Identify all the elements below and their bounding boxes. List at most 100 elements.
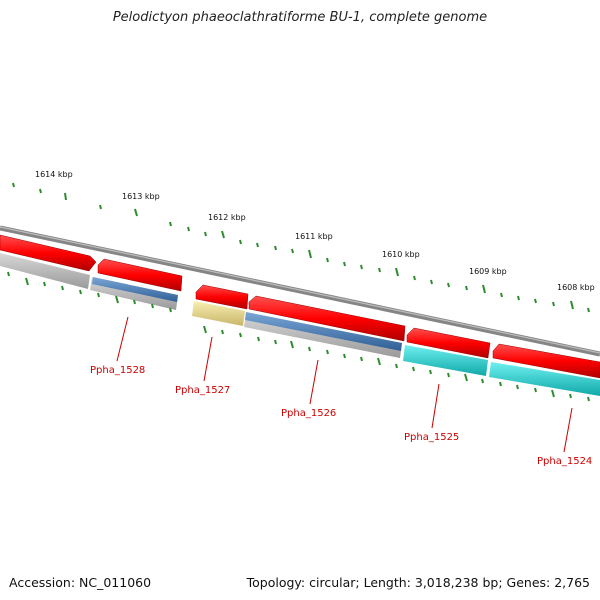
inner-tick: [61, 285, 64, 291]
inner-tick: [151, 303, 154, 309]
inner-tick: [516, 384, 519, 390]
ruler-tick: [256, 242, 259, 248]
ruler-tick: [204, 231, 207, 237]
ruler-label: 1608 kbp: [557, 283, 595, 292]
inner-tick: [481, 378, 484, 384]
feature-segment-yellow[interactable]: [192, 301, 245, 326]
inner-tick: [499, 381, 502, 387]
inner-tick: [43, 281, 46, 287]
inner-tick: [308, 346, 311, 352]
cds-arrow[interactable]: [492, 343, 600, 379]
inner-tick: [203, 325, 207, 334]
label-leaders: [116, 316, 573, 453]
cds-arrow[interactable]: [195, 284, 249, 310]
feature-segment-gray[interactable]: [0, 253, 90, 289]
ruler-labels: 1614 kbp 1613 kbp 1612 kbp 1611 kbp 1610…: [35, 170, 595, 292]
ruler-label: 1610 kbp: [382, 250, 420, 259]
cds-arrow[interactable]: [406, 327, 491, 359]
cds-arrow[interactable]: [0, 234, 97, 272]
inner-tick: [274, 339, 277, 345]
leader-line: [309, 359, 319, 405]
inner-tick: [79, 289, 82, 295]
inner-tick: [534, 387, 537, 393]
inner-tick: [551, 389, 555, 398]
inner-tick: [377, 357, 381, 366]
ruler-tick-major: [570, 300, 574, 310]
gene-label[interactable]: Ppha_1526: [281, 408, 336, 419]
ruler-tick-major: [221, 230, 225, 239]
feature-segment-blue[interactable]: [245, 312, 402, 351]
ruler-tick-major: [482, 284, 486, 294]
cds-track: [0, 234, 600, 379]
ruler-tick: [169, 221, 172, 227]
ruler-tick: [99, 204, 102, 210]
cds-arrow[interactable]: [248, 295, 406, 342]
ruler-label: 1612 kbp: [208, 213, 246, 222]
gene-label[interactable]: Ppha_1527: [175, 385, 230, 396]
inner-ticks: [7, 271, 590, 402]
feature-track: [0, 253, 600, 396]
ruler-label: 1613 kbp: [122, 192, 160, 201]
leader-line: [116, 316, 129, 362]
ruler-tick: [517, 295, 520, 301]
ruler-tick: [430, 279, 433, 285]
map-title: Pelodictyon phaeoclathratiforme BU-1, co…: [112, 10, 488, 25]
ruler-tick-major: [308, 249, 312, 259]
ruler-tick: [326, 257, 329, 263]
inner-tick: [290, 340, 294, 349]
feature-segment-cyan[interactable]: [403, 345, 488, 376]
gene-label[interactable]: Ppha_1528: [90, 365, 145, 376]
inner-tick: [412, 366, 415, 372]
inner-tick: [587, 396, 590, 402]
inner-tick: [343, 353, 346, 359]
ruler-label: 1611 kbp: [295, 232, 333, 241]
ruler-tick-major: [395, 267, 399, 277]
ruler-ticks: [12, 182, 590, 313]
inner-tick: [326, 349, 329, 355]
inner-tick: [25, 277, 29, 286]
gene-label[interactable]: Ppha_1524: [537, 456, 592, 467]
ruler-tick: [447, 282, 450, 288]
genome-backbone: [0, 225, 600, 357]
ruler-tick: [12, 182, 15, 188]
ruler-tick: [500, 292, 503, 298]
ruler-tick: [39, 188, 42, 194]
inner-tick: [133, 299, 136, 305]
ruler-tick: [291, 248, 294, 254]
inner-tick: [360, 356, 363, 362]
feature-segment-cyan[interactable]: [489, 362, 600, 396]
topology-label: Topology: circular; Length: 3,018,238 bp…: [246, 575, 590, 590]
ruler-tick: [239, 239, 242, 245]
inner-tick: [239, 332, 242, 338]
ruler-tick: [360, 264, 363, 270]
leader-line: [203, 336, 213, 382]
ruler-tick: [413, 275, 416, 281]
inner-tick: [169, 307, 172, 313]
feature-segment-blue[interactable]: [92, 277, 178, 302]
ruler-tick-major: [134, 208, 138, 217]
inner-tick: [221, 329, 224, 335]
ruler-label: 1609 kbp: [469, 267, 507, 276]
inner-tick: [257, 336, 260, 342]
ruler-tick: [552, 301, 555, 307]
gene-labels: Ppha_1528 Ppha_1527 Ppha_1526 Ppha_1525 …: [90, 365, 592, 467]
ruler-tick: [587, 307, 590, 313]
gene-label[interactable]: Ppha_1525: [404, 432, 459, 443]
inner-tick: [569, 393, 572, 399]
ruler-tick: [274, 245, 277, 251]
ruler-tick-major: [64, 192, 67, 201]
genome-backbone-highlight: [0, 226, 600, 354]
inner-tick: [97, 292, 100, 298]
cds-arrow[interactable]: [97, 258, 183, 292]
inner-tick: [7, 271, 10, 277]
leader-line: [563, 407, 573, 453]
ruler-tick: [534, 298, 537, 304]
ruler-label: 1614 kbp: [35, 170, 73, 179]
ruler-tick: [465, 285, 468, 291]
ruler-tick: [378, 267, 381, 273]
inner-tick: [464, 373, 468, 382]
inner-tick: [447, 372, 450, 378]
inner-tick: [395, 363, 398, 369]
leader-line: [431, 383, 440, 429]
